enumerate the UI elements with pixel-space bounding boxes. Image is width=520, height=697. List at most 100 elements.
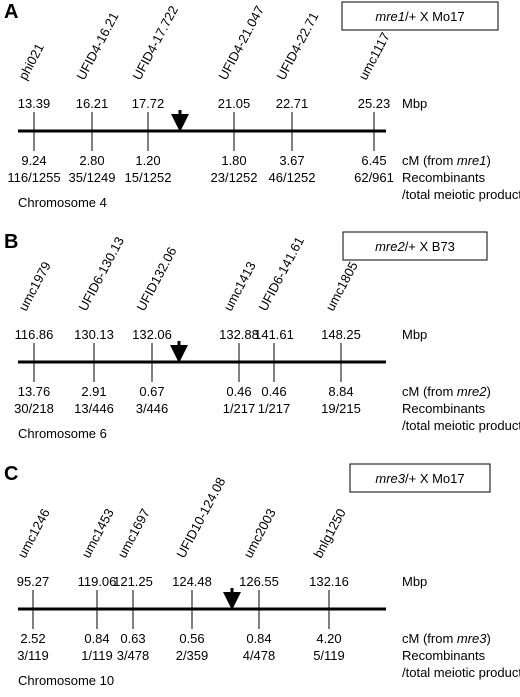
- cross-label-box: [341, 1, 499, 31]
- marker-cm: 3.67: [279, 153, 304, 168]
- marker-0: phi021 13.39 9.24 116/1255: [7, 41, 60, 185]
- marker-2: UFID4-17.722 17.72 1.20 15/1252: [125, 3, 181, 185]
- marker-4: UFID4-22.71 22.71 3.67 46/1252: [269, 10, 322, 185]
- cross-parents: /+ X Mo17: [405, 471, 465, 486]
- marker-cm: 4.20: [316, 631, 341, 646]
- marker-mbp: 21.05: [218, 96, 251, 111]
- marker-cm: 0.56: [179, 631, 204, 646]
- chromosome-name: Chromosome 10: [18, 673, 114, 688]
- marker-cm: 0.84: [246, 631, 271, 646]
- marker-mbp: 17.72: [132, 96, 165, 111]
- marker-name: umc1979: [15, 259, 53, 313]
- cm-label-gene: mre1: [457, 153, 487, 168]
- marker-name: UFID132.06: [133, 244, 179, 313]
- cm-label-suffix: ): [487, 384, 491, 399]
- cm-label-suffix: ): [487, 631, 491, 646]
- marker-mbp: 116.86: [15, 327, 54, 342]
- marker-recombinants: 62/961: [354, 170, 394, 185]
- marker-name: umc1453: [78, 506, 116, 560]
- marker-recombinants: 35/1249: [69, 170, 116, 185]
- marker-recombinants: 3/478: [117, 648, 150, 663]
- marker-mbp: 124.48: [172, 574, 212, 589]
- cross-gene: mre1: [375, 9, 405, 24]
- marker-1: UFID6-130.13 130.13 2.91 13/446: [74, 234, 127, 416]
- marker-mbp: 22.71: [276, 96, 309, 111]
- marker-name: UFID4-16.21: [73, 10, 121, 83]
- marker-name: umc1697: [114, 506, 152, 560]
- panel-letter: C: [4, 463, 18, 485]
- marker-cm: 0.84: [84, 631, 109, 646]
- marker-5: umc1117 25.23 6.45 62/961: [354, 30, 394, 185]
- marker-name: UFID10-124.08: [173, 475, 228, 561]
- total-products-label: /total meiotic products: [402, 187, 520, 202]
- cm-label-prefix: cM (from: [402, 153, 457, 168]
- marker-recombinants: 23/1252: [211, 170, 258, 185]
- marker-recombinants: 2/359: [176, 648, 209, 663]
- marker-mbp: 132.88: [219, 327, 259, 342]
- cross-gene: mre3: [375, 471, 405, 486]
- marker-1: umc1453 119.06 0.84 1/119: [78, 506, 117, 663]
- cross-label-box: [349, 463, 491, 493]
- marker-cm: 9.24: [21, 153, 46, 168]
- cm-label-gene: mre2: [457, 384, 487, 399]
- marker-name: UFID6-130.13: [75, 234, 127, 313]
- marker-name: umc1805: [322, 259, 360, 313]
- marker-mbp: 95.27: [17, 574, 50, 589]
- marker-cm: 13.76: [18, 384, 51, 399]
- marker-recombinants: 1/217: [258, 401, 291, 416]
- marker-3: UFID10-124.08 124.48 0.56 2/359: [172, 475, 228, 663]
- marker-cm: 0.67: [139, 384, 164, 399]
- marker-mbp: 132.06: [132, 327, 172, 342]
- recombinants-label: Recombinants: [402, 648, 486, 663]
- marker-recombinants: 1/119: [81, 648, 113, 663]
- cross-label: mre3/+ X Mo17: [375, 471, 464, 486]
- mbp-label: Mbp: [402, 327, 427, 342]
- marker-cm: 2.80: [79, 153, 104, 168]
- marker-mbp: 141.61: [254, 327, 294, 342]
- marker-recombinants: 19/215: [321, 401, 361, 416]
- marker-3: umc1413 132.88 0.46 1/217: [219, 259, 259, 416]
- marker-recombinants: 46/1252: [269, 170, 316, 185]
- marker-name: UFID4-22.71: [273, 10, 321, 83]
- marker-cm: 8.84: [328, 384, 353, 399]
- marker-5: bnlg1250 132.16 4.20 5/119: [309, 506, 349, 663]
- marker-name: umc2003: [240, 506, 278, 560]
- marker-4: UFID6-141.61 141.61 0.46 1/217: [254, 234, 307, 416]
- panel-letter: A: [4, 1, 18, 23]
- mbp-label: Mbp: [402, 96, 427, 111]
- marker-recombinants: 4/478: [243, 648, 276, 663]
- marker-4: umc2003 126.55 0.84 4/478: [239, 506, 279, 663]
- marker-recombinants: 5/119: [313, 648, 345, 663]
- marker-0: umc1246 95.27 2.52 3/119: [14, 506, 52, 663]
- marker-mbp: 25.23: [358, 96, 391, 111]
- marker-mbp: 130.13: [74, 327, 114, 342]
- cm-label: cM (from mre2): [402, 384, 491, 399]
- marker-name: UFID4-21.047: [215, 3, 267, 82]
- marker-0: umc1979 116.86 13.76 30/218: [14, 259, 54, 416]
- marker-1: UFID4-16.21 16.21 2.80 35/1249: [69, 10, 122, 185]
- panel-letter: B: [4, 231, 18, 253]
- chromosome-name: Chromosome 6: [18, 426, 107, 441]
- total-products-label: /total meiotic products: [402, 665, 520, 680]
- marker-recombinants: 13/446: [74, 401, 114, 416]
- mbp-label: Mbp: [402, 574, 427, 589]
- marker-name: umc1117: [355, 30, 392, 83]
- cm-label: cM (from mre3): [402, 631, 491, 646]
- marker-cm: 0.46: [261, 384, 286, 399]
- recombinants-label: Recombinants: [402, 170, 486, 185]
- marker-cm: 0.46: [226, 384, 251, 399]
- cm-label-gene: mre3: [457, 631, 487, 646]
- marker-cm: 6.45: [361, 153, 386, 168]
- marker-2: umc1697 121.25 0.63 3/478: [113, 506, 153, 663]
- cross-parents: /+ X Mo17: [405, 9, 465, 24]
- marker-recombinants: 116/1255: [7, 170, 60, 185]
- marker-mbp: 132.16: [309, 574, 349, 589]
- marker-cm: 1.80: [221, 153, 246, 168]
- cm-label-prefix: cM (from: [402, 384, 457, 399]
- marker-recombinants: 3/119: [17, 648, 49, 663]
- marker-mbp: 126.55: [239, 574, 279, 589]
- marker-mbp: 119.06: [78, 574, 117, 589]
